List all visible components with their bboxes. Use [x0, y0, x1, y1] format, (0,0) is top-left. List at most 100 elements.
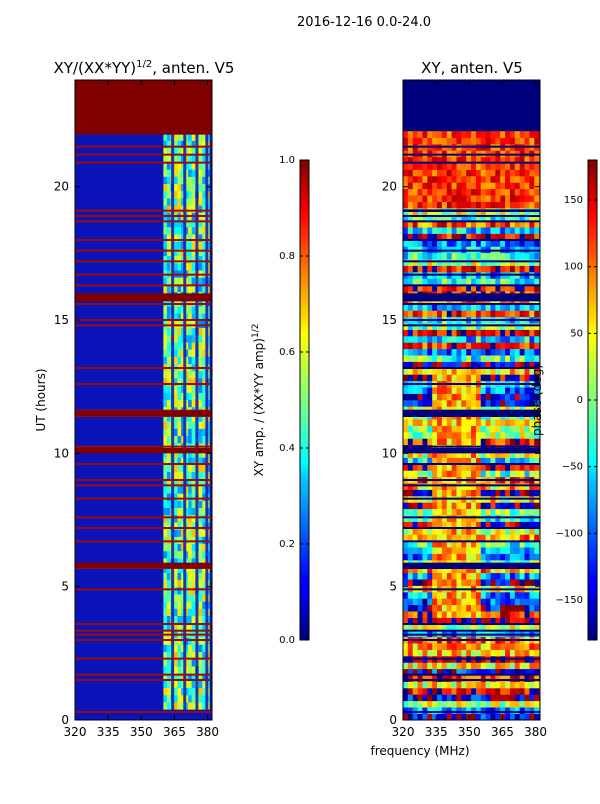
right-phase-cell [495, 400, 501, 407]
right-phase-cell [490, 227, 496, 234]
right-phase-cell [456, 438, 462, 446]
right-phase-cell [437, 137, 443, 145]
left-amplitude-cell [163, 500, 168, 509]
left-amplitude-cell [198, 694, 203, 703]
right-phase-cell [490, 700, 496, 708]
left-flagged-line [75, 497, 212, 500]
right-phase-cell [505, 707, 511, 714]
right-phase-cell [485, 553, 491, 561]
right-phase-cell [471, 227, 477, 234]
right-phase-cell [495, 432, 501, 439]
right-phase-cell [529, 438, 535, 446]
right-phase-cell [466, 694, 472, 702]
right-phase-cell [495, 604, 501, 612]
left-amplitude-cell [163, 622, 168, 631]
left-amplitude-cell [202, 565, 207, 573]
left-amplitude-cell [202, 342, 207, 350]
right-phase-cell [500, 342, 506, 350]
left-amplitude-cell [202, 500, 207, 509]
right-phase-cell [509, 540, 516, 548]
right-phase-cell [519, 214, 525, 222]
left-amplitude-cell [177, 147, 182, 156]
right-phase-cell [495, 323, 501, 330]
right-phase-cell [505, 457, 511, 465]
right-phase-cell [446, 304, 452, 311]
right-phase-cell [466, 425, 472, 433]
left-amplitude-cell [184, 565, 189, 573]
right-phase-cell [441, 265, 448, 273]
right-phase-cell [519, 361, 525, 369]
left-amplitude-cell [166, 435, 171, 444]
left-amplitude-cell [184, 378, 189, 386]
right-phase-cell [407, 336, 414, 343]
right-phase-cell [432, 649, 438, 657]
right-phase-cell [471, 457, 477, 465]
right-phase-cell [417, 348, 423, 356]
right-phase-cell [466, 553, 472, 561]
right-phase-cell [485, 662, 491, 670]
right-phase-cell [407, 502, 414, 510]
right-phase-cell [529, 323, 535, 330]
right-phase-cell [427, 131, 433, 138]
right-phase-cell [514, 579, 520, 586]
right-phase-cell [529, 547, 535, 554]
right-phase-cell [490, 169, 496, 177]
right-phase-cell [403, 156, 409, 164]
right-phase-cell [475, 284, 482, 292]
right-phase-cell [441, 163, 448, 170]
right-phase-cell [500, 688, 506, 695]
right-phase-cell [417, 617, 423, 625]
right-phase-cell [412, 425, 418, 433]
left-amplitude-cell [198, 255, 203, 264]
left-amplitude-cell [184, 248, 189, 257]
right-phase-cell [461, 368, 467, 375]
right-phase-cell [441, 252, 448, 260]
right-phase-cell [446, 265, 452, 273]
left-amplitude-cell [163, 320, 168, 329]
left-amplitude-cell [163, 608, 168, 617]
left-amplitude-cell [198, 594, 203, 602]
left-amplitude-cell [163, 522, 168, 530]
right-phase-cell [519, 649, 525, 657]
left-amplitude-cell [202, 572, 207, 581]
right-phase-cell [456, 387, 462, 394]
left-amplitude-cell [163, 450, 168, 458]
right-phase-cell [529, 284, 535, 292]
right-phase-cell [480, 598, 486, 606]
right-phase-cell [461, 336, 467, 343]
right-phase-cell [490, 393, 496, 401]
right-phase-cell [422, 265, 428, 273]
left-amplitude-cell [163, 421, 168, 429]
right-phase-cell [505, 374, 511, 382]
right-phase-cell [441, 374, 448, 382]
left-amplitude-cell [198, 558, 203, 566]
right-phase-cell [451, 483, 457, 490]
right-phase-cell [437, 713, 443, 720]
right-phase-cell [417, 464, 423, 471]
left-amplitude-cell [202, 414, 207, 422]
left-amplitude-cell [181, 154, 185, 163]
right-phase-cell [485, 374, 491, 382]
left-amplitude-cell [202, 385, 207, 393]
right-phase-cell [524, 336, 530, 343]
left-amplitude-cell [181, 658, 185, 667]
right-phase-cell [529, 342, 535, 350]
right-phase-cell [475, 617, 482, 625]
right-phase-cell [509, 534, 516, 542]
left-amplitude-cell [188, 666, 192, 674]
right-phase-cell [471, 137, 477, 145]
right-phase-cell [519, 540, 525, 548]
left-amplitude-cell [177, 226, 182, 235]
right-phase-cell [524, 688, 530, 695]
right-phase-cell [456, 598, 462, 606]
left-amplitude-cell [173, 306, 178, 314]
left-amplitude-cell [202, 579, 207, 588]
right-phase-cell [437, 342, 443, 350]
right-phase-cell [471, 521, 477, 529]
right-phase-cell [500, 419, 506, 426]
left-amplitude-cell [184, 428, 189, 437]
left-amplitude-cell [173, 385, 178, 393]
right-phase-cell [456, 643, 462, 650]
right-phase-cell [514, 508, 520, 516]
